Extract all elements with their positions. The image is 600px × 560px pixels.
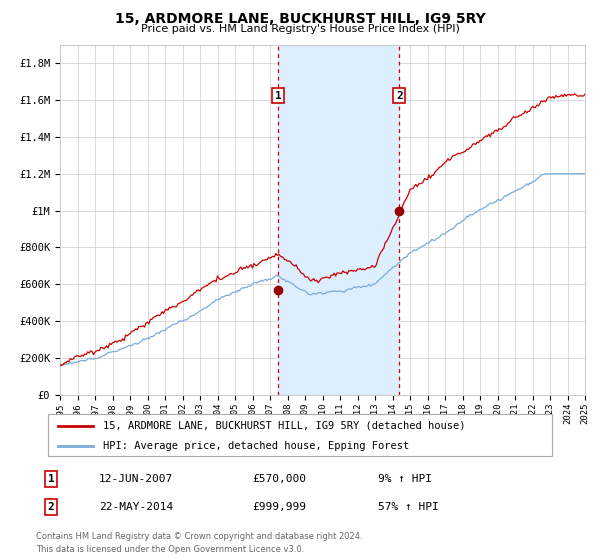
Text: 1: 1 [47,474,55,484]
Text: 15, ARDMORE LANE, BUCKHURST HILL, IG9 5RY: 15, ARDMORE LANE, BUCKHURST HILL, IG9 5R… [115,12,485,26]
Text: £570,000: £570,000 [252,474,306,484]
Text: 22-MAY-2014: 22-MAY-2014 [99,502,173,512]
Text: 1: 1 [275,91,281,101]
Text: 57% ↑ HPI: 57% ↑ HPI [378,502,439,512]
FancyBboxPatch shape [48,414,552,456]
Text: Price paid vs. HM Land Registry's House Price Index (HPI): Price paid vs. HM Land Registry's House … [140,24,460,34]
Text: 15, ARDMORE LANE, BUCKHURST HILL, IG9 5RY (detached house): 15, ARDMORE LANE, BUCKHURST HILL, IG9 5R… [103,421,466,431]
Text: Contains HM Land Registry data © Crown copyright and database right 2024.: Contains HM Land Registry data © Crown c… [36,532,362,541]
Text: This data is licensed under the Open Government Licence v3.0.: This data is licensed under the Open Gov… [36,545,304,554]
Text: 12-JUN-2007: 12-JUN-2007 [99,474,173,484]
Text: 2: 2 [47,502,55,512]
Text: HPI: Average price, detached house, Epping Forest: HPI: Average price, detached house, Eppi… [103,441,410,451]
Text: 9% ↑ HPI: 9% ↑ HPI [378,474,432,484]
Text: 2: 2 [396,91,403,101]
Bar [278,45,400,395]
Text: £999,999: £999,999 [252,502,306,512]
